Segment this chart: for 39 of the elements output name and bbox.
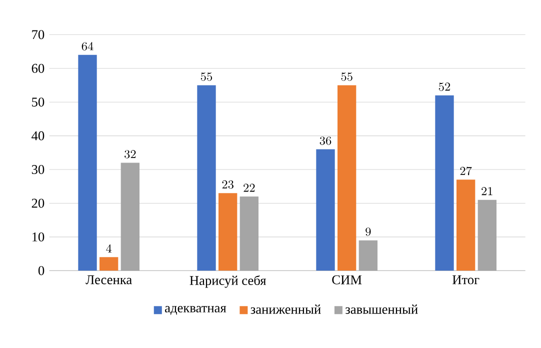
bar [478, 200, 496, 271]
bar [435, 95, 454, 271]
legend-label: заниженный [250, 304, 321, 314]
data-label: 27 [460, 166, 472, 176]
y-tick-label: 10 [32, 232, 44, 242]
bar [338, 85, 356, 271]
legend-label: завышенный [346, 304, 418, 314]
data-label: 55 [341, 72, 352, 81]
data-label: 22 [244, 184, 255, 192]
data-label: 55 [200, 72, 212, 81]
x-tick-label: Итог [452, 275, 480, 284]
data-label: 52 [438, 82, 450, 91]
y-tick-label: 60 [32, 64, 44, 73]
x-tick-label: Лесенка [86, 275, 132, 284]
data-label: 9 [366, 228, 371, 236]
y-tick-label: 0 [38, 266, 44, 276]
y-tick-label: 30 [32, 165, 44, 174]
bar [100, 257, 118, 271]
bar [197, 85, 216, 271]
y-tick-label: 40 [32, 131, 44, 140]
data-label: 23 [222, 180, 234, 189]
bar [358, 240, 378, 271]
data-label: 32 [124, 150, 136, 158]
data-label: 64 [82, 42, 94, 50]
x-tick-label: СИМ [332, 275, 362, 284]
bar [316, 149, 335, 271]
data-label: 21 [482, 187, 492, 196]
data-label: 4 [106, 244, 112, 252]
bar [456, 180, 476, 271]
bar [218, 193, 238, 271]
legend-label: адекватная [165, 306, 226, 315]
y-tick-label: 20 [32, 198, 44, 208]
x-tick-label: Нарисуй себя [190, 275, 266, 288]
bar [240, 196, 259, 271]
y-tick-label: 70 [32, 30, 44, 40]
y-tick-label: 50 [32, 98, 44, 107]
bar [78, 54, 97, 271]
data-label: 36 [320, 136, 332, 145]
bar [120, 162, 140, 271]
